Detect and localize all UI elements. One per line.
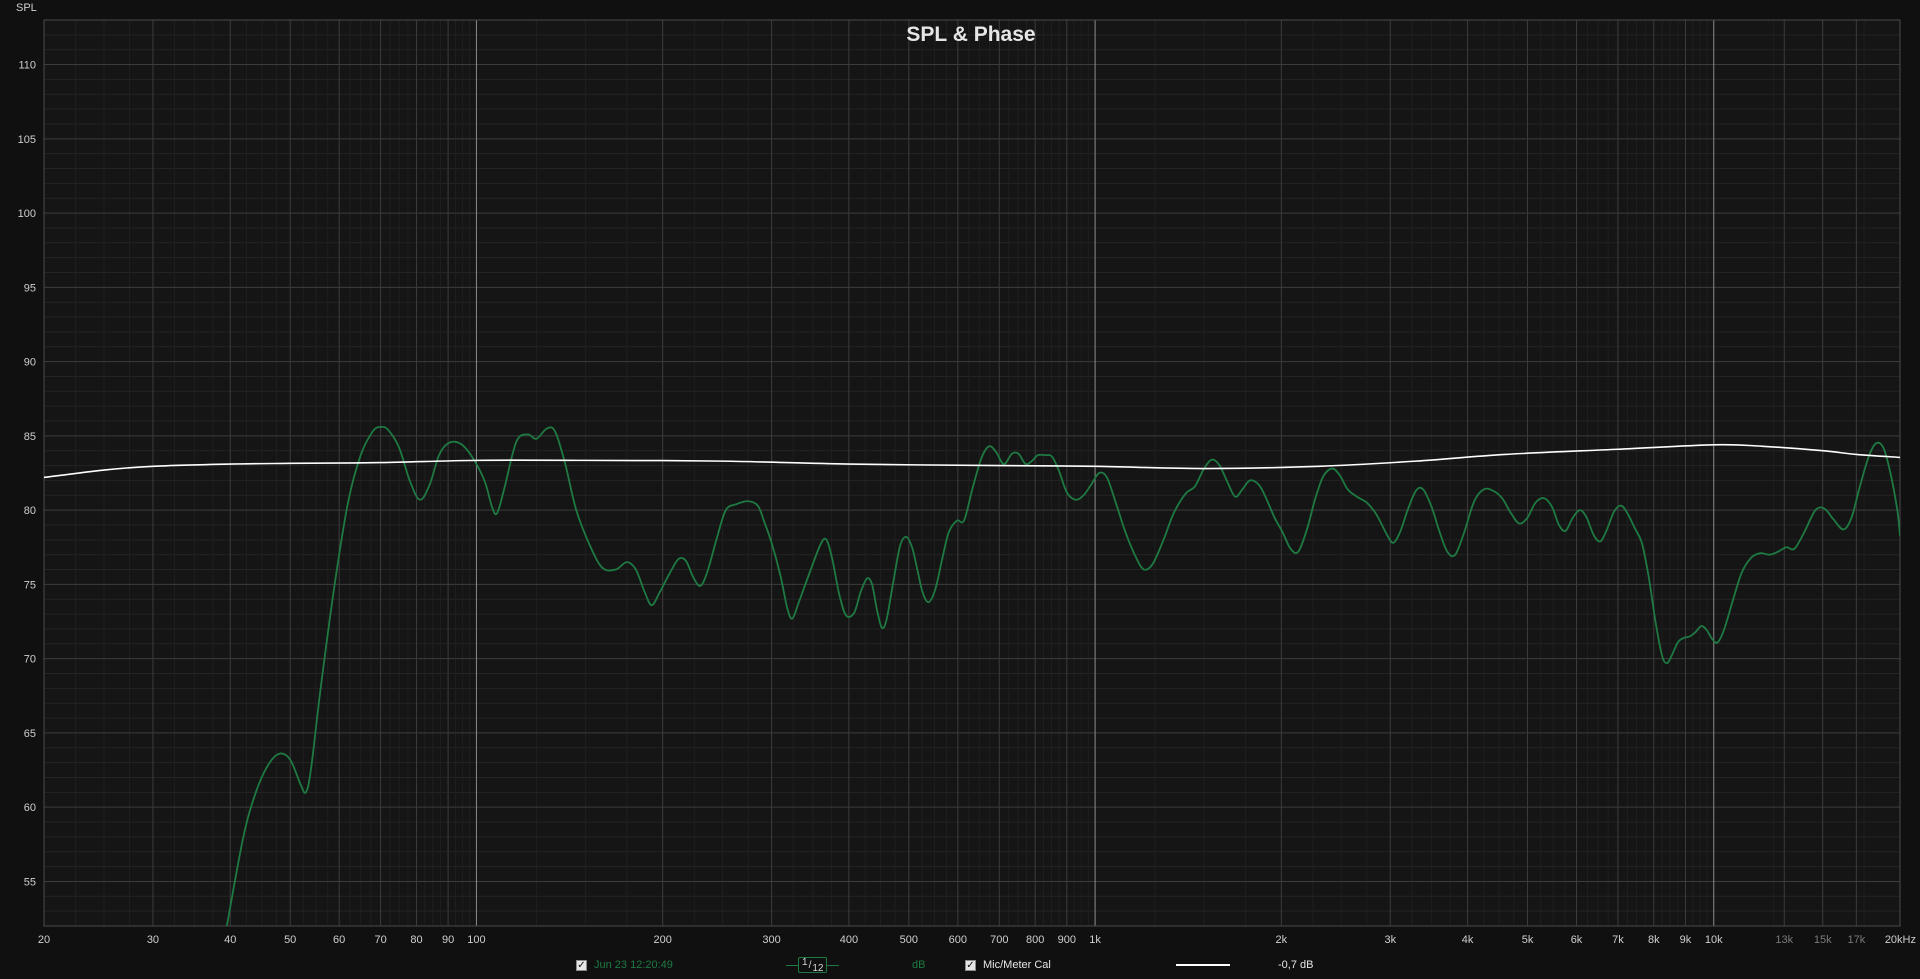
calibration-line-icon <box>1176 964 1230 966</box>
smoothing-slash: / <box>808 959 812 971</box>
calibration-checkbox[interactable]: ✓ <box>965 959 976 971</box>
measurement-checkbox[interactable]: ✓ <box>576 959 587 971</box>
plot-background <box>44 20 1900 926</box>
x-tick-label: 800 <box>1026 934 1044 946</box>
x-tick-label: 9k <box>1680 934 1692 946</box>
measurement-label[interactable]: Jun 23 12:20:49 <box>594 959 673 971</box>
calibration-value: -0,7 dB <box>1278 953 1313 977</box>
x-tick-label: 700 <box>990 934 1008 946</box>
y-tick-label: 65 <box>24 728 36 740</box>
smoothing-denominator: 12 <box>812 962 824 974</box>
series-line-measurement <box>225 425 1900 926</box>
x-tick-label: 70 <box>374 934 386 946</box>
chart-title: SPL & Phase <box>906 23 1035 46</box>
y-tick-label: 110 <box>18 60 36 72</box>
x-tick-label: 400 <box>840 934 858 946</box>
smoothing-indicator[interactable]: 1 / 12 <box>786 953 840 977</box>
x-tick-label: 8k <box>1648 934 1660 946</box>
x-tick-label: 4k <box>1462 934 1474 946</box>
x-tick-label: 100 <box>467 934 485 946</box>
x-tick-label: 10k <box>1705 934 1723 946</box>
tick-labels: 55 60 65 70 75 80 85 90 95 100 105 110 20 30 40 50 60 70 8… <box>18 60 1916 946</box>
x-tick-label: 40 <box>224 934 236 946</box>
x-tick-label: 50 <box>284 934 296 946</box>
grid-lines <box>43 19 1901 927</box>
x-tick-label: 3k <box>1384 934 1396 946</box>
smoothing-box: 1 / 12 <box>798 956 828 974</box>
y-tick-label: 70 <box>24 654 36 666</box>
x-tick-label: 1k <box>1089 934 1101 946</box>
x-tick-label: 20kHz <box>1885 934 1916 946</box>
x-tick-label: 80 <box>410 934 422 946</box>
x-tick-label: 600 <box>949 934 967 946</box>
legend-calibration: ✓ Mic/Meter Cal <box>965 953 1051 977</box>
x-tick-label: 500 <box>900 934 918 946</box>
x-tick-label: 90 <box>442 934 454 946</box>
x-tick-label: 7k <box>1612 934 1624 946</box>
calibration-swatch <box>1176 953 1230 977</box>
y-axis-label: SPL <box>16 2 37 14</box>
x-tick-label: 2k <box>1276 934 1288 946</box>
x-tick-label: 20 <box>38 934 50 946</box>
y-tick-label: 85 <box>24 431 36 443</box>
x-tick-label: 30 <box>147 934 159 946</box>
legend-measurement: ✓ Jun 23 12:20:49 <box>576 953 673 977</box>
y-tick-label: 75 <box>24 579 36 591</box>
measurement-unit: dB <box>912 953 925 977</box>
y-tick-label: 60 <box>24 802 36 814</box>
x-tick-label: 6k <box>1571 934 1583 946</box>
y-tick-label: 95 <box>24 282 36 294</box>
series-layer <box>44 425 1900 926</box>
smoothing-line-right <box>827 964 840 966</box>
calibration-value-label: -0,7 dB <box>1278 959 1314 971</box>
x-tick-label: 5k <box>1522 934 1534 946</box>
smoothing-numerator: 1 <box>802 956 808 968</box>
calibration-label[interactable]: Mic/Meter Cal <box>983 959 1051 971</box>
y-tick-label: 90 <box>24 357 36 369</box>
y-tick-label: 100 <box>18 208 36 220</box>
smoothing-line-left <box>786 964 798 966</box>
y-tick-label: 55 <box>24 876 36 888</box>
x-tick-label: 17k <box>1847 934 1865 946</box>
x-tick-label: 13k <box>1775 934 1793 946</box>
y-tick-label: 80 <box>24 505 36 517</box>
series-line-calibration <box>44 443 1900 479</box>
plot-border <box>43 19 1901 927</box>
measurement-unit-label: dB <box>912 959 926 971</box>
x-tick-label: 200 <box>653 934 671 946</box>
x-tick-label: 900 <box>1058 934 1076 946</box>
y-tick-label: 105 <box>18 134 36 146</box>
x-tick-label: 300 <box>762 934 780 946</box>
x-tick-label: 60 <box>333 934 345 946</box>
x-tick-label: 15k <box>1814 934 1832 946</box>
